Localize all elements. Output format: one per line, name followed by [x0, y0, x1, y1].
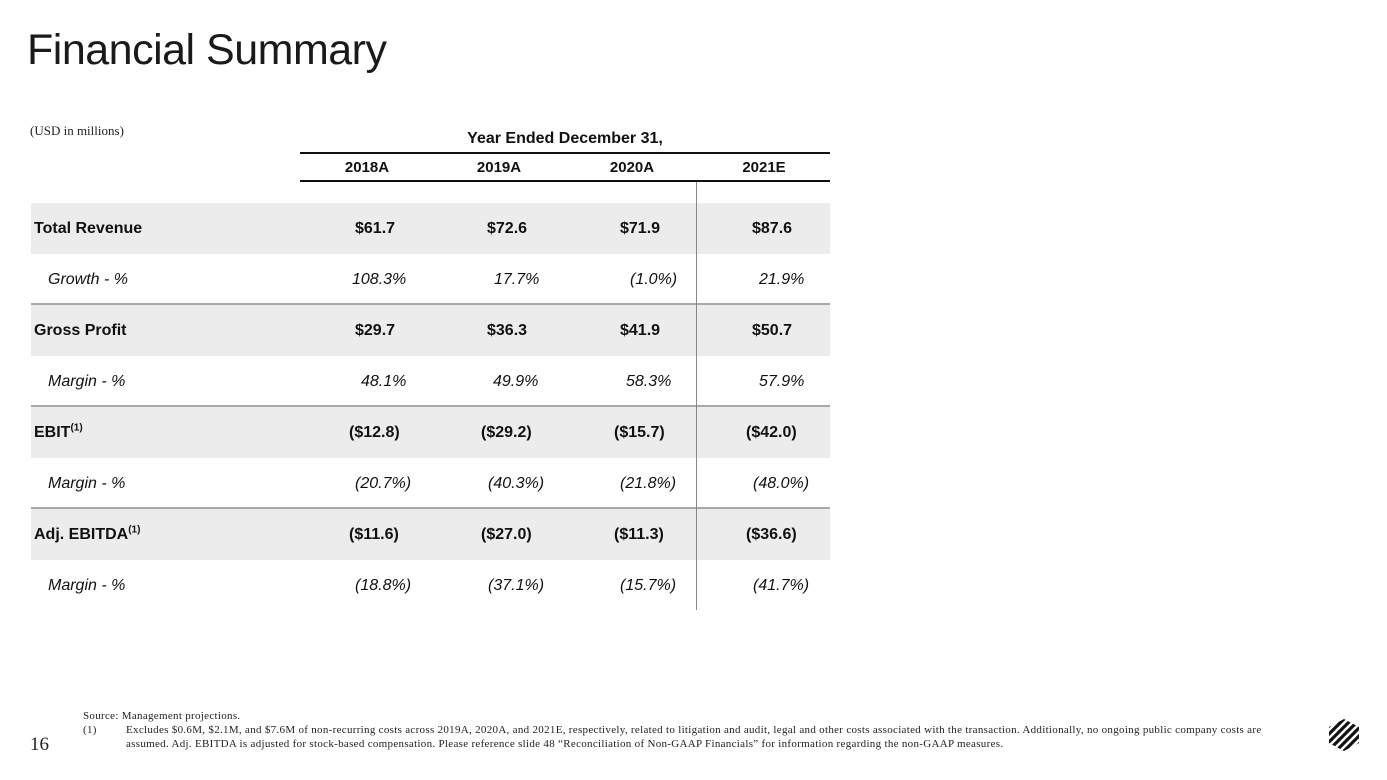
table-cell: (15.7%)	[620, 576, 677, 594]
source-note: Source: Management projections.	[83, 710, 241, 722]
footnote-marker: (1)	[128, 524, 141, 536]
table-row: Margin - % (18.8%) (37.1%) (15.7%) (41.7…	[31, 560, 830, 611]
table-cell: (20.7%)	[355, 474, 412, 492]
footnote-marker: (1)	[70, 422, 83, 434]
table-row: EBIT(1) ($12.8) ($29.2) ($15.7) ($42.0)	[31, 405, 830, 458]
table-cell: (41.7%)	[753, 576, 810, 594]
header-top-rule	[300, 152, 830, 154]
table-cell: (18.8%)	[355, 576, 412, 594]
table-cell: $71.9	[620, 219, 661, 237]
table-row: Total Revenue $61.7 $72.6 $71.9 $87.6	[31, 203, 830, 254]
table-cell: ($29.2)	[481, 423, 532, 441]
column-header: 2021E	[742, 159, 786, 176]
footnotes: Source: Management projections. (1) Excl…	[83, 709, 1283, 751]
units-note: (USD in millions)	[30, 123, 124, 138]
page-number: 16	[30, 734, 49, 755]
table-cell: ($11.3)	[614, 525, 664, 543]
table-cell: $72.6	[487, 219, 528, 237]
table-cell: $29.7	[355, 321, 396, 339]
table-cell: $61.7	[355, 219, 396, 237]
table-cell: (1.0%)	[630, 270, 678, 288]
table-cell: (48.0%)	[753, 474, 810, 492]
column-header: 2020A	[609, 159, 655, 176]
table-row: Margin - % 48.1% 49.9% 58.3% 57.9%	[31, 356, 830, 407]
table-cell: ($15.7)	[614, 423, 665, 441]
table-cell: 48.1%	[361, 372, 407, 390]
table-cell: ($11.6)	[349, 525, 399, 543]
page-title: Financial Summary	[27, 26, 387, 74]
table-cell: (40.3%)	[488, 474, 545, 492]
column-header: 2019A	[476, 159, 522, 176]
row-label: EBIT(1)	[34, 422, 83, 441]
footnote-1: (1) Excludes $0.6M, $2.1M, and $7.6M of …	[83, 723, 1283, 751]
table-cell: 17.7%	[494, 270, 540, 288]
table-row: Adj. EBITDA(1) ($11.6) ($27.0) ($11.3) (…	[31, 507, 830, 560]
row-label: Margin - %	[48, 474, 126, 492]
table-cell: ($42.0)	[746, 423, 797, 441]
table-cell: $87.6	[752, 219, 793, 237]
period-header: Year Ended December 31,	[467, 130, 663, 147]
footnote-number: (1)	[83, 724, 97, 736]
table-cell: (21.8%)	[620, 474, 677, 492]
table-cell: 49.9%	[493, 372, 539, 390]
row-label: Growth - %	[48, 270, 129, 288]
column-header: 2018A	[344, 159, 390, 176]
row-label: Margin - %	[48, 372, 126, 390]
table-cell: (37.1%)	[488, 576, 545, 594]
row-label: Total Revenue	[34, 219, 143, 237]
table-row: Growth - % 108.3% 17.7% (1.0%) 21.9%	[31, 254, 830, 305]
table-cell: ($12.8)	[349, 423, 400, 441]
row-label: Margin - %	[48, 576, 126, 594]
table-cell: $41.9	[620, 321, 661, 339]
estimate-divider	[696, 182, 697, 610]
table-cell: ($27.0)	[481, 525, 532, 543]
table-cell: $36.3	[487, 321, 528, 339]
table-cell: 108.3%	[352, 270, 407, 288]
table-cell: 21.9%	[759, 270, 805, 288]
table-row: Margin - % (20.7%) (40.3%) (21.8%) (48.0…	[31, 458, 830, 509]
header-bottom-rule	[300, 180, 830, 182]
table-row: Gross Profit $29.7 $36.3 $41.9 $50.7	[31, 303, 830, 356]
table-cell: 58.3%	[626, 372, 672, 390]
row-label: Gross Profit	[34, 321, 127, 339]
table-cell: $50.7	[752, 321, 793, 339]
footnote-text: Excludes $0.6M, $2.1M, and $7.6M of non-…	[126, 724, 1262, 750]
table-cell: 57.9%	[759, 372, 805, 390]
table-cell: ($36.6)	[746, 525, 797, 543]
striped-cube-logo-icon	[1329, 719, 1359, 751]
row-label: Adj. EBITDA(1)	[34, 524, 141, 543]
